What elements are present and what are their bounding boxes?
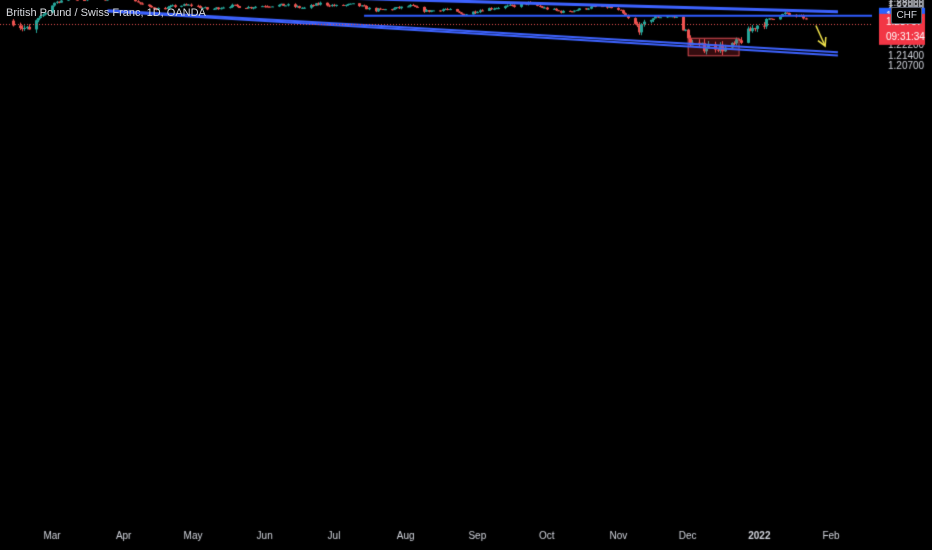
currency-button[interactable]: CHF [891,7,922,24]
chart-title: British Pound / Swiss Franc, 1D, OANDA [6,7,206,19]
